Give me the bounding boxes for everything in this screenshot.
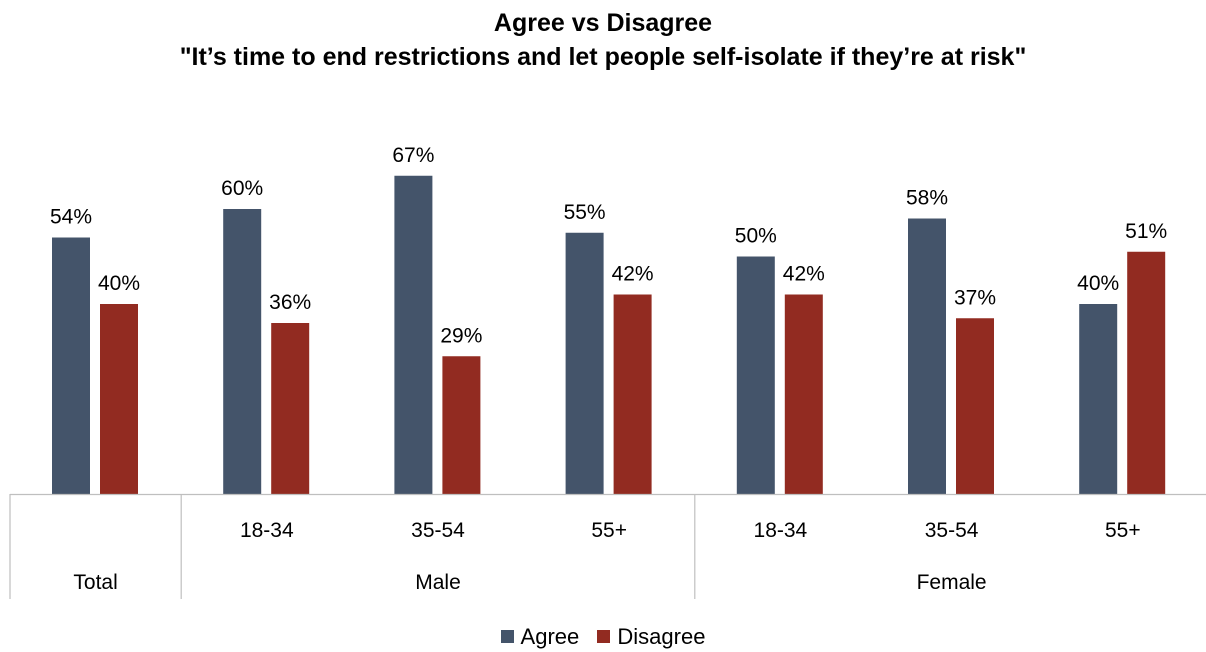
bar-disagree xyxy=(784,294,823,494)
bar-agree xyxy=(736,256,775,494)
legend-swatch-agree xyxy=(500,630,514,643)
legend-swatch-disagree xyxy=(597,630,611,643)
bar-disagree xyxy=(100,304,138,494)
category-label: 18-34 xyxy=(754,519,808,542)
legend-label-agree: Agree xyxy=(520,623,580,649)
category-label: 35-54 xyxy=(411,519,465,542)
data-label-agree: 54% xyxy=(50,206,92,229)
category-label: 18-34 xyxy=(240,519,294,542)
bar-disagree xyxy=(442,356,481,494)
data-label-disagree: 29% xyxy=(440,324,482,347)
data-label-agree: 67% xyxy=(392,144,434,167)
legend: Agree Disagree xyxy=(0,622,1206,651)
group-label: Total xyxy=(73,571,117,594)
chart-subtitle: "It’s time to end restrictions and let p… xyxy=(179,43,1027,71)
data-label-disagree: 40% xyxy=(98,272,140,295)
bar-disagree xyxy=(1127,251,1166,494)
bar-agree xyxy=(223,209,262,494)
legend-item-agree: Agree xyxy=(500,623,580,651)
legend-item-disagree: Disagree xyxy=(597,623,705,651)
bar-agree xyxy=(565,232,604,494)
legend-label-disagree: Disagree xyxy=(617,623,706,649)
data-label-disagree: 42% xyxy=(612,263,654,286)
data-label-agree: 55% xyxy=(564,201,606,224)
data-label-disagree: 37% xyxy=(954,286,996,309)
data-label-disagree: 36% xyxy=(269,291,311,314)
data-label-disagree: 51% xyxy=(1125,220,1167,243)
group-label: Female xyxy=(917,571,987,594)
chart-title: Agree vs Disagree xyxy=(493,9,713,37)
category-label: 35-54 xyxy=(925,519,979,542)
data-label-agree: 58% xyxy=(906,187,948,210)
bar-agree xyxy=(908,218,946,494)
group-label: Male xyxy=(415,571,461,594)
data-label-agree: 60% xyxy=(221,177,263,200)
category-label: 55+ xyxy=(591,519,627,542)
data-label-agree: 40% xyxy=(1077,272,1119,295)
bar-disagree xyxy=(613,294,652,494)
bar-agree xyxy=(1079,304,1118,494)
category-label: 55+ xyxy=(1105,519,1141,542)
data-label-disagree: 42% xyxy=(783,263,825,286)
bar-agree xyxy=(394,175,433,494)
bar-chart: 54% 60% 67% 55% 50% 58% 40% 40% 36% 29% 42% 42% 37% 5… xyxy=(9,144,1206,599)
bar-disagree xyxy=(271,323,310,494)
data-label-agree: 50% xyxy=(735,225,777,248)
bar-agree xyxy=(52,237,90,494)
chart-title-block: Agree vs Disagree "It’s time to end rest… xyxy=(0,6,1206,74)
bar-disagree xyxy=(956,318,994,494)
